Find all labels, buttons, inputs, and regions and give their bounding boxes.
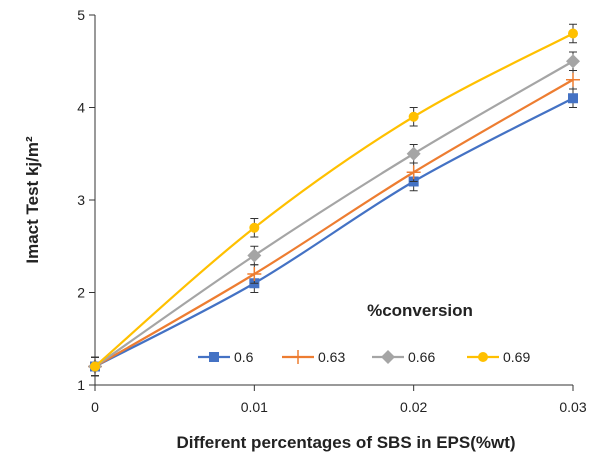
data-point [90, 361, 100, 372]
legend-item-0-63: 0.63 [282, 349, 345, 365]
legend-item-0-69: 0.69 [467, 349, 530, 365]
series-0-6 [90, 88, 578, 377]
legend-swatch-marker [209, 352, 219, 362]
series-line [94, 60, 574, 368]
data-point [568, 28, 578, 39]
x-tick-label: 0 [91, 399, 99, 415]
data-point [249, 222, 260, 233]
legend-swatch-marker [381, 350, 395, 364]
y-tick-label: 5 [77, 7, 85, 23]
legend-item-0-6: 0.6 [198, 349, 254, 365]
y-axis-title: Imact Test kj/m² [23, 136, 42, 264]
legend-swatch-marker [478, 352, 488, 362]
y-tick-label: 4 [77, 100, 85, 116]
axes: 1 2 3 4 5 0 0.01 0.02 0.03 [77, 7, 587, 415]
legend-label: 0.63 [318, 349, 345, 365]
x-tick-label: 0.03 [559, 399, 586, 415]
series-0-69 [90, 23, 578, 377]
data-point [406, 146, 421, 161]
legend-swatch-marker [291, 350, 305, 364]
legend-label: 0.69 [503, 349, 530, 365]
data-point [568, 93, 578, 104]
legend-label: 0.6 [234, 349, 254, 365]
y-tick-label: 2 [77, 285, 85, 301]
legend-title: %conversion [367, 301, 473, 320]
series-0-63 [88, 70, 580, 377]
data-point [247, 267, 262, 281]
data-point [408, 111, 419, 122]
data-point [566, 54, 580, 69]
legend-label: 0.66 [408, 349, 435, 365]
x-tick-label: 0.01 [241, 399, 268, 415]
x-tick-label: 0.02 [400, 399, 427, 415]
series-line [94, 78, 574, 368]
x-axis-title: Different percentages of SBS in EPS(%wt) [176, 433, 515, 452]
series-line [94, 32, 574, 368]
y-tick-label: 3 [77, 192, 85, 208]
series-line [94, 97, 574, 368]
data-point [247, 248, 262, 263]
legend: 0.6 0.63 0.66 0.69 [198, 349, 530, 365]
data-point [566, 72, 580, 87]
data-point [406, 165, 421, 180]
y-tick-label: 1 [77, 377, 85, 393]
legend-item-0-66: 0.66 [372, 349, 435, 365]
series-layer [88, 23, 580, 377]
